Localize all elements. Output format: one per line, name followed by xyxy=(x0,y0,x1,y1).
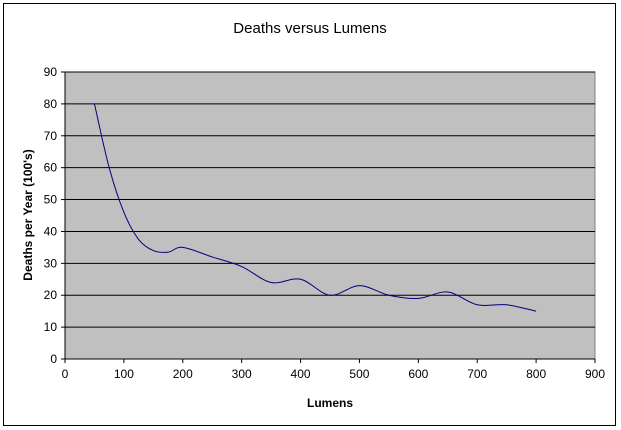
x-tick-label-900: 900 xyxy=(585,367,605,381)
y-tick-label-20: 20 xyxy=(44,288,58,302)
y-tick-label-90: 90 xyxy=(44,65,58,79)
series-group xyxy=(93,103,537,312)
y-axis-ticks: 0 10 20 30 40 50 60 70 80 90 xyxy=(44,65,65,366)
y-tick-label-30: 30 xyxy=(44,256,58,270)
y-axis-label: Deaths per Year (100's) xyxy=(21,149,35,280)
y-tick-label-40: 40 xyxy=(44,224,58,238)
x-tick-label-0: 0 xyxy=(62,367,69,381)
chart-title: Deaths versus Lumens xyxy=(233,20,386,37)
y-tick-label-60: 60 xyxy=(44,161,58,175)
y-tick-label-10: 10 xyxy=(44,320,58,334)
y-tick-label-70: 70 xyxy=(44,129,58,143)
x-axis-label: Lumens xyxy=(307,396,353,410)
y-tick-label-0: 0 xyxy=(50,352,57,366)
x-axis-ticks: 0 100 200 300 400 500 600 700 800 900 xyxy=(62,359,605,381)
y-tick-label-80: 80 xyxy=(44,97,58,111)
x-tick-label-100: 100 xyxy=(114,367,134,381)
x-tick-label-200: 200 xyxy=(173,367,193,381)
series-line-0 xyxy=(93,103,537,312)
x-tick-label-800: 800 xyxy=(526,367,546,381)
x-tick-label-500: 500 xyxy=(349,367,369,381)
x-tick-label-300: 300 xyxy=(232,367,252,381)
x-tick-label-600: 600 xyxy=(408,367,428,381)
y-tick-label-50: 50 xyxy=(44,193,58,207)
axes xyxy=(64,72,595,360)
x-tick-label-700: 700 xyxy=(467,367,487,381)
x-tick-label-400: 400 xyxy=(291,367,311,381)
plot-area xyxy=(64,71,596,360)
gridlines xyxy=(65,71,595,328)
